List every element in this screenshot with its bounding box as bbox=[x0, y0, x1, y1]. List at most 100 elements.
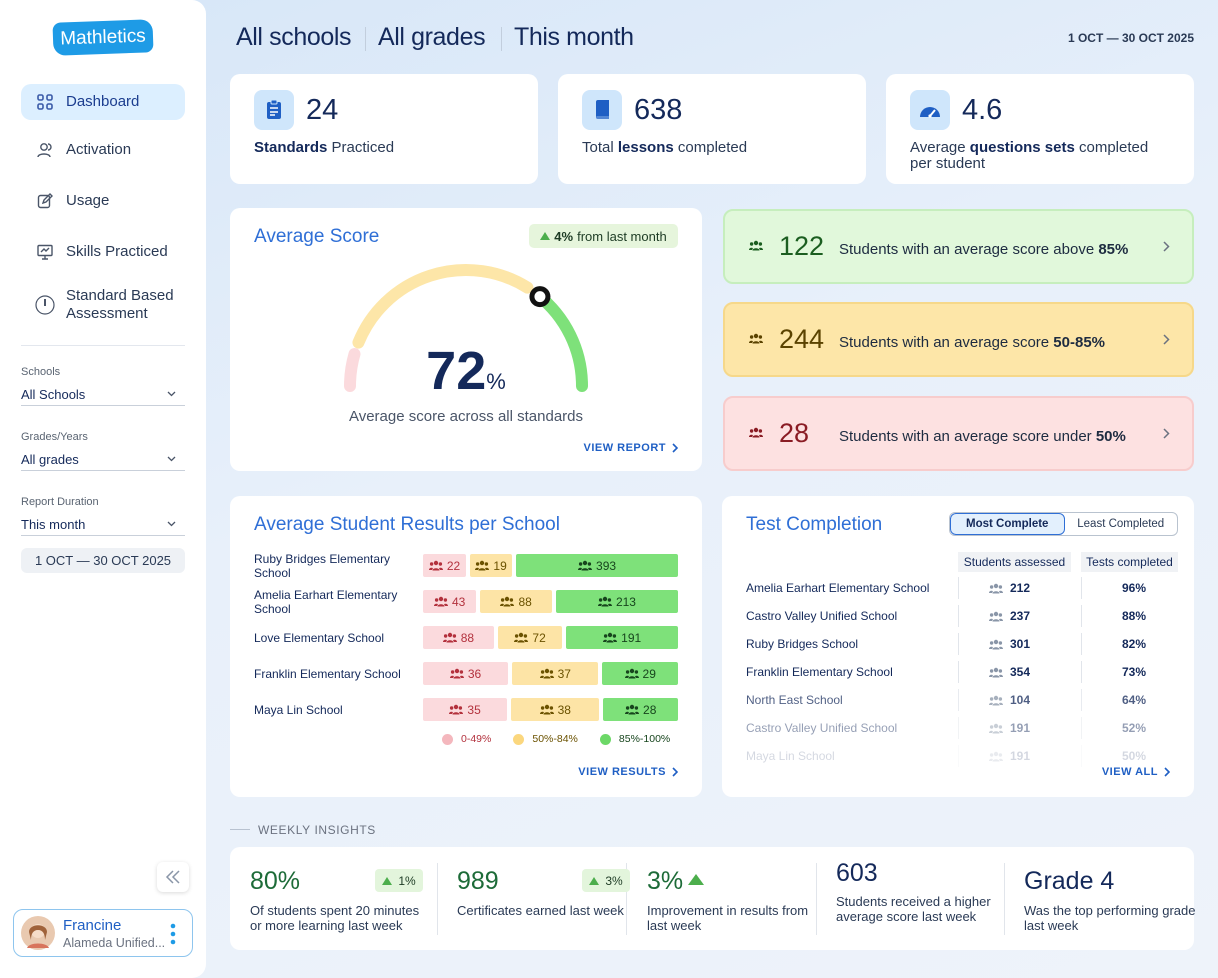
bar-label: 22 bbox=[446, 558, 461, 573]
divider bbox=[958, 689, 959, 711]
column-header: Students assessed bbox=[958, 552, 1071, 572]
score-band[interactable]: 244 Students with an average score 50-85% bbox=[723, 302, 1194, 377]
bar-segment: 28 bbox=[603, 698, 678, 721]
icon-svg bbox=[1163, 241, 1170, 252]
nav-item[interactable]: Dashboard bbox=[21, 84, 185, 120]
tests: 73% bbox=[1121, 665, 1147, 679]
students: 104 bbox=[1010, 693, 1031, 707]
icon bbox=[625, 704, 640, 715]
nav-item[interactable]: Skills Practiced bbox=[21, 234, 185, 270]
tab[interactable]: Least Completed bbox=[1077, 518, 1165, 530]
header-filter[interactable]: All grades bbox=[378, 23, 486, 51]
band-label: Students with an average score under bbox=[839, 428, 1092, 445]
user-name: Francine bbox=[63, 917, 122, 934]
header-filter[interactable]: All schools bbox=[236, 23, 352, 51]
stat-value: 4.6 bbox=[962, 94, 1003, 126]
stat-card: 24 Standards Practiced bbox=[230, 74, 538, 184]
legend: 0-49% 50%-84% 85%-100% bbox=[442, 733, 670, 745]
divider bbox=[1004, 863, 1005, 935]
insight-text: Certificates earned last week bbox=[457, 903, 624, 918]
icon-svg bbox=[442, 632, 457, 643]
insight-value: Grade 4 bbox=[1024, 867, 1115, 895]
divider bbox=[958, 717, 959, 739]
icon-svg bbox=[603, 632, 618, 643]
icon-svg bbox=[625, 704, 640, 715]
icon bbox=[989, 667, 1003, 678]
band-threshold: 85% bbox=[1098, 241, 1129, 258]
bar-segment: 22 bbox=[423, 554, 467, 577]
dropdown[interactable]: All Schools bbox=[21, 386, 185, 406]
label-part: Average bbox=[910, 139, 966, 156]
table-row: Franklin Elementary School 354 73% bbox=[746, 661, 1178, 683]
stat-label: Average questions sets completed per stu… bbox=[910, 140, 1172, 172]
divider bbox=[1081, 577, 1082, 599]
bar-label: 213 bbox=[615, 594, 636, 609]
tab[interactable]: Most Complete bbox=[950, 513, 1065, 535]
school-name: Maya Lin School bbox=[746, 749, 835, 763]
dropdown-value: All Schools bbox=[21, 387, 86, 402]
icon bbox=[475, 560, 490, 571]
students: 301 bbox=[1010, 637, 1031, 651]
icon-svg bbox=[434, 596, 448, 607]
icon-svg bbox=[37, 94, 53, 110]
user-card[interactable]: Francine Alameda Unified... bbox=[13, 909, 193, 957]
stat-icon bbox=[254, 90, 294, 130]
score-unit: % bbox=[486, 369, 506, 394]
icon bbox=[442, 632, 457, 643]
logo[interactable]: Mathletics bbox=[52, 19, 154, 56]
icon-svg bbox=[989, 695, 1003, 706]
icon bbox=[514, 632, 529, 643]
view-all[interactable]: VIEW ALL bbox=[1102, 766, 1170, 778]
bar-label: 37 bbox=[557, 666, 571, 681]
date-pill: 1 OCT — 30 OCT 2025 bbox=[21, 548, 185, 573]
icon bbox=[539, 668, 554, 679]
label-part: lessons bbox=[617, 139, 674, 156]
band-label: Students with an average score above bbox=[839, 241, 1095, 258]
icon bbox=[449, 668, 464, 679]
bar-label: 88 bbox=[518, 594, 532, 609]
menu-button[interactable] bbox=[170, 923, 176, 945]
icon bbox=[37, 94, 53, 110]
icon-svg bbox=[35, 295, 55, 315]
icon-svg bbox=[749, 240, 763, 251]
icon-svg bbox=[449, 668, 464, 679]
nav-item[interactable]: Standard Based Assessment bbox=[21, 287, 185, 323]
score-band[interactable]: 28 Students with an average score under 5… bbox=[723, 396, 1194, 471]
view-results[interactable]: VIEW RESULTS bbox=[578, 766, 678, 778]
band-count: 244 bbox=[779, 324, 825, 354]
icon-svg bbox=[167, 521, 176, 527]
label-part: Total bbox=[582, 139, 614, 156]
school-name: Amelia Earhart Elementary School bbox=[746, 581, 930, 595]
icon-svg bbox=[989, 583, 1003, 594]
score-band[interactable]: 122 Students with an average score above … bbox=[723, 209, 1194, 284]
divider bbox=[437, 863, 438, 935]
change-text: from last month bbox=[577, 228, 667, 244]
school-name: Amelia Earhart Elementary School bbox=[254, 588, 398, 616]
legend-label: 50%-84% bbox=[532, 733, 578, 745]
nav-item[interactable]: Usage bbox=[21, 183, 185, 219]
insight-value: 603 bbox=[836, 859, 878, 887]
icon bbox=[449, 704, 464, 715]
dropdown[interactable]: All grades bbox=[21, 451, 185, 471]
band-text: Students with an average score above 85% bbox=[839, 241, 1128, 258]
table-row: Ruby Bridges School 301 82% bbox=[746, 633, 1178, 655]
legend-label: 85%-100% bbox=[618, 733, 671, 745]
bar-label: 393 bbox=[596, 558, 617, 573]
header-filter[interactable]: This month bbox=[514, 23, 634, 51]
collapse-button[interactable] bbox=[157, 862, 189, 892]
card-title: Average Student Results per School bbox=[254, 514, 560, 535]
icon bbox=[749, 427, 763, 438]
dropdown[interactable]: This month bbox=[21, 516, 185, 536]
icon-svg bbox=[589, 876, 600, 885]
insight-change: 1% bbox=[375, 869, 423, 892]
nav-item[interactable]: Activation bbox=[21, 132, 185, 168]
icon-svg bbox=[428, 560, 443, 571]
label-part: completed bbox=[677, 139, 748, 156]
table-row: Maya Lin School 191 50% bbox=[746, 745, 1178, 767]
dropdown-value: All grades bbox=[21, 452, 79, 467]
section-title: WEEKLY INSIGHTS bbox=[258, 823, 376, 837]
icon-svg bbox=[989, 639, 1003, 650]
school-name: Franklin Elementary School bbox=[254, 667, 401, 681]
view-report[interactable]: VIEW REPORT bbox=[583, 442, 678, 454]
